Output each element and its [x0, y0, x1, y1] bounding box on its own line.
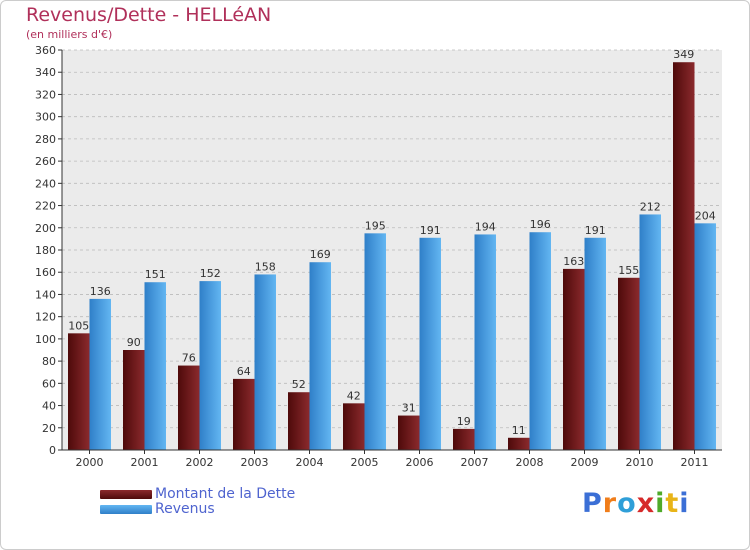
y-tick-label: 360 — [35, 44, 56, 57]
y-tick-label: 140 — [35, 288, 56, 301]
x-tick-label: 2002 — [186, 456, 214, 469]
x-tick-label: 2007 — [461, 456, 489, 469]
bar-dette-2009 — [563, 268, 585, 450]
bar-dette-2000 — [68, 333, 90, 450]
bar-revenus-2006 — [419, 237, 441, 450]
logo-letter: o — [617, 488, 637, 519]
legend-swatch-dette — [100, 490, 152, 499]
data-label-revenus-2003: 158 — [255, 260, 276, 273]
bar-revenus-2003 — [254, 274, 276, 450]
y-tick-label: 200 — [35, 222, 56, 235]
x-tick-label: 2011 — [681, 456, 709, 469]
logo-letter: t — [665, 488, 680, 519]
bar-revenus-2004 — [309, 262, 331, 450]
bars — [68, 62, 716, 450]
data-label-revenus-2007: 194 — [475, 220, 496, 233]
bar-revenus-2011 — [694, 223, 716, 450]
logo-letter: P — [582, 488, 603, 519]
bar-dette-2008 — [508, 437, 530, 450]
y-tick-label: 320 — [35, 88, 56, 101]
data-label-dette-2007: 19 — [457, 415, 471, 428]
legend-swatch-revenus — [100, 505, 152, 514]
y-tick-label: 300 — [35, 111, 56, 124]
logo-letter: i — [655, 488, 666, 519]
x-tick-label: 2006 — [406, 456, 434, 469]
y-tick-label: 60 — [42, 377, 56, 390]
bar-dette-2011 — [673, 62, 695, 450]
grid-lines — [62, 49, 722, 429]
y-tick-label: 80 — [42, 355, 56, 368]
y-tick-label: 280 — [35, 133, 56, 146]
proxiti-logo: Proxiti — [582, 488, 690, 519]
x-tick-label: 2004 — [296, 456, 324, 469]
bar-dette-2001 — [123, 350, 145, 450]
bar-dette-2005 — [343, 403, 365, 450]
x-tick-label: 2000 — [76, 456, 104, 469]
data-label-revenus-2006: 191 — [420, 224, 441, 237]
data-label-dette-2000: 105 — [68, 319, 89, 332]
data-label-dette-2011: 349 — [673, 48, 694, 61]
chart-title: Revenus/Dette - HELLéAN — [26, 4, 272, 26]
bar-dette-2006 — [398, 415, 420, 450]
bar-dette-2004 — [288, 392, 310, 450]
y-tick-label: 20 — [42, 422, 56, 435]
data-label-revenus-2009: 191 — [585, 224, 606, 237]
y-tick-label: 340 — [35, 66, 56, 79]
y-tick-label: 180 — [35, 244, 56, 257]
data-label-revenus-2011: 204 — [695, 209, 716, 222]
bar-dette-2002 — [178, 365, 200, 450]
data-label-dette-2005: 42 — [347, 389, 361, 402]
data-labels: 105 136 90 151 76 152 64 158 52 169 42 195 31 191 19 19… — [68, 48, 716, 437]
bar-revenus-2005 — [364, 233, 386, 450]
logo-letter: r — [602, 488, 618, 519]
y-tick-label: 40 — [42, 400, 56, 413]
data-label-revenus-2005: 195 — [365, 219, 386, 232]
x-tick-label: 2009 — [571, 456, 599, 469]
data-label-revenus-2010: 212 — [640, 200, 661, 213]
bar-revenus-2007 — [474, 234, 496, 450]
data-label-revenus-2001: 151 — [145, 268, 166, 281]
data-label-revenus-2008: 196 — [530, 218, 551, 231]
bar-revenus-2002 — [199, 281, 221, 450]
logo-letter: x — [636, 488, 656, 519]
x-tick-label: 2003 — [241, 456, 269, 469]
bar-revenus-2008 — [529, 232, 551, 450]
data-label-dette-2001: 90 — [127, 336, 141, 349]
data-label-revenus-2004: 169 — [310, 248, 331, 261]
y-tick-label: 240 — [35, 177, 56, 190]
data-label-dette-2003: 64 — [237, 365, 251, 378]
y-tick-label: 260 — [35, 155, 56, 168]
data-label-dette-2002: 76 — [182, 352, 196, 365]
x-tick-label: 2005 — [351, 456, 379, 469]
bar-dette-2007 — [453, 428, 475, 450]
legend-label-dette: Montant de la Dette — [155, 486, 296, 502]
x-tick-label: 2001 — [131, 456, 159, 469]
bar-revenus-2001 — [144, 282, 166, 450]
data-label-revenus-2002: 152 — [200, 267, 221, 280]
data-label-dette-2008: 11 — [512, 424, 526, 437]
data-label-dette-2010: 155 — [618, 264, 639, 277]
data-label-dette-2009: 163 — [563, 255, 584, 268]
data-label-dette-2004: 52 — [292, 378, 306, 391]
legend-label-revenus: Revenus — [155, 501, 215, 517]
bar-revenus-2010 — [639, 214, 661, 450]
chart-subtitle: (en milliers d'€) — [26, 28, 113, 41]
bar-revenus-2009 — [584, 237, 606, 450]
y-tick-label: 160 — [35, 266, 56, 279]
data-label-dette-2006: 31 — [402, 402, 416, 415]
y-tick-label: 0 — [49, 444, 56, 457]
x-tick-label: 2010 — [626, 456, 654, 469]
y-tick-label: 220 — [35, 200, 56, 213]
bar-revenus-2000 — [89, 298, 111, 450]
axes: 0 20 40 60 80 100 120 140 160 180 200 220 240 260 280 3… — [35, 44, 722, 469]
y-tick-label: 100 — [35, 333, 56, 346]
bar-dette-2010 — [618, 277, 640, 450]
x-tick-label: 2008 — [516, 456, 544, 469]
logo-letter: i — [679, 488, 690, 519]
bar-dette-2003 — [233, 378, 255, 450]
y-tick-label: 120 — [35, 311, 56, 324]
data-label-revenus-2000: 136 — [90, 285, 111, 298]
